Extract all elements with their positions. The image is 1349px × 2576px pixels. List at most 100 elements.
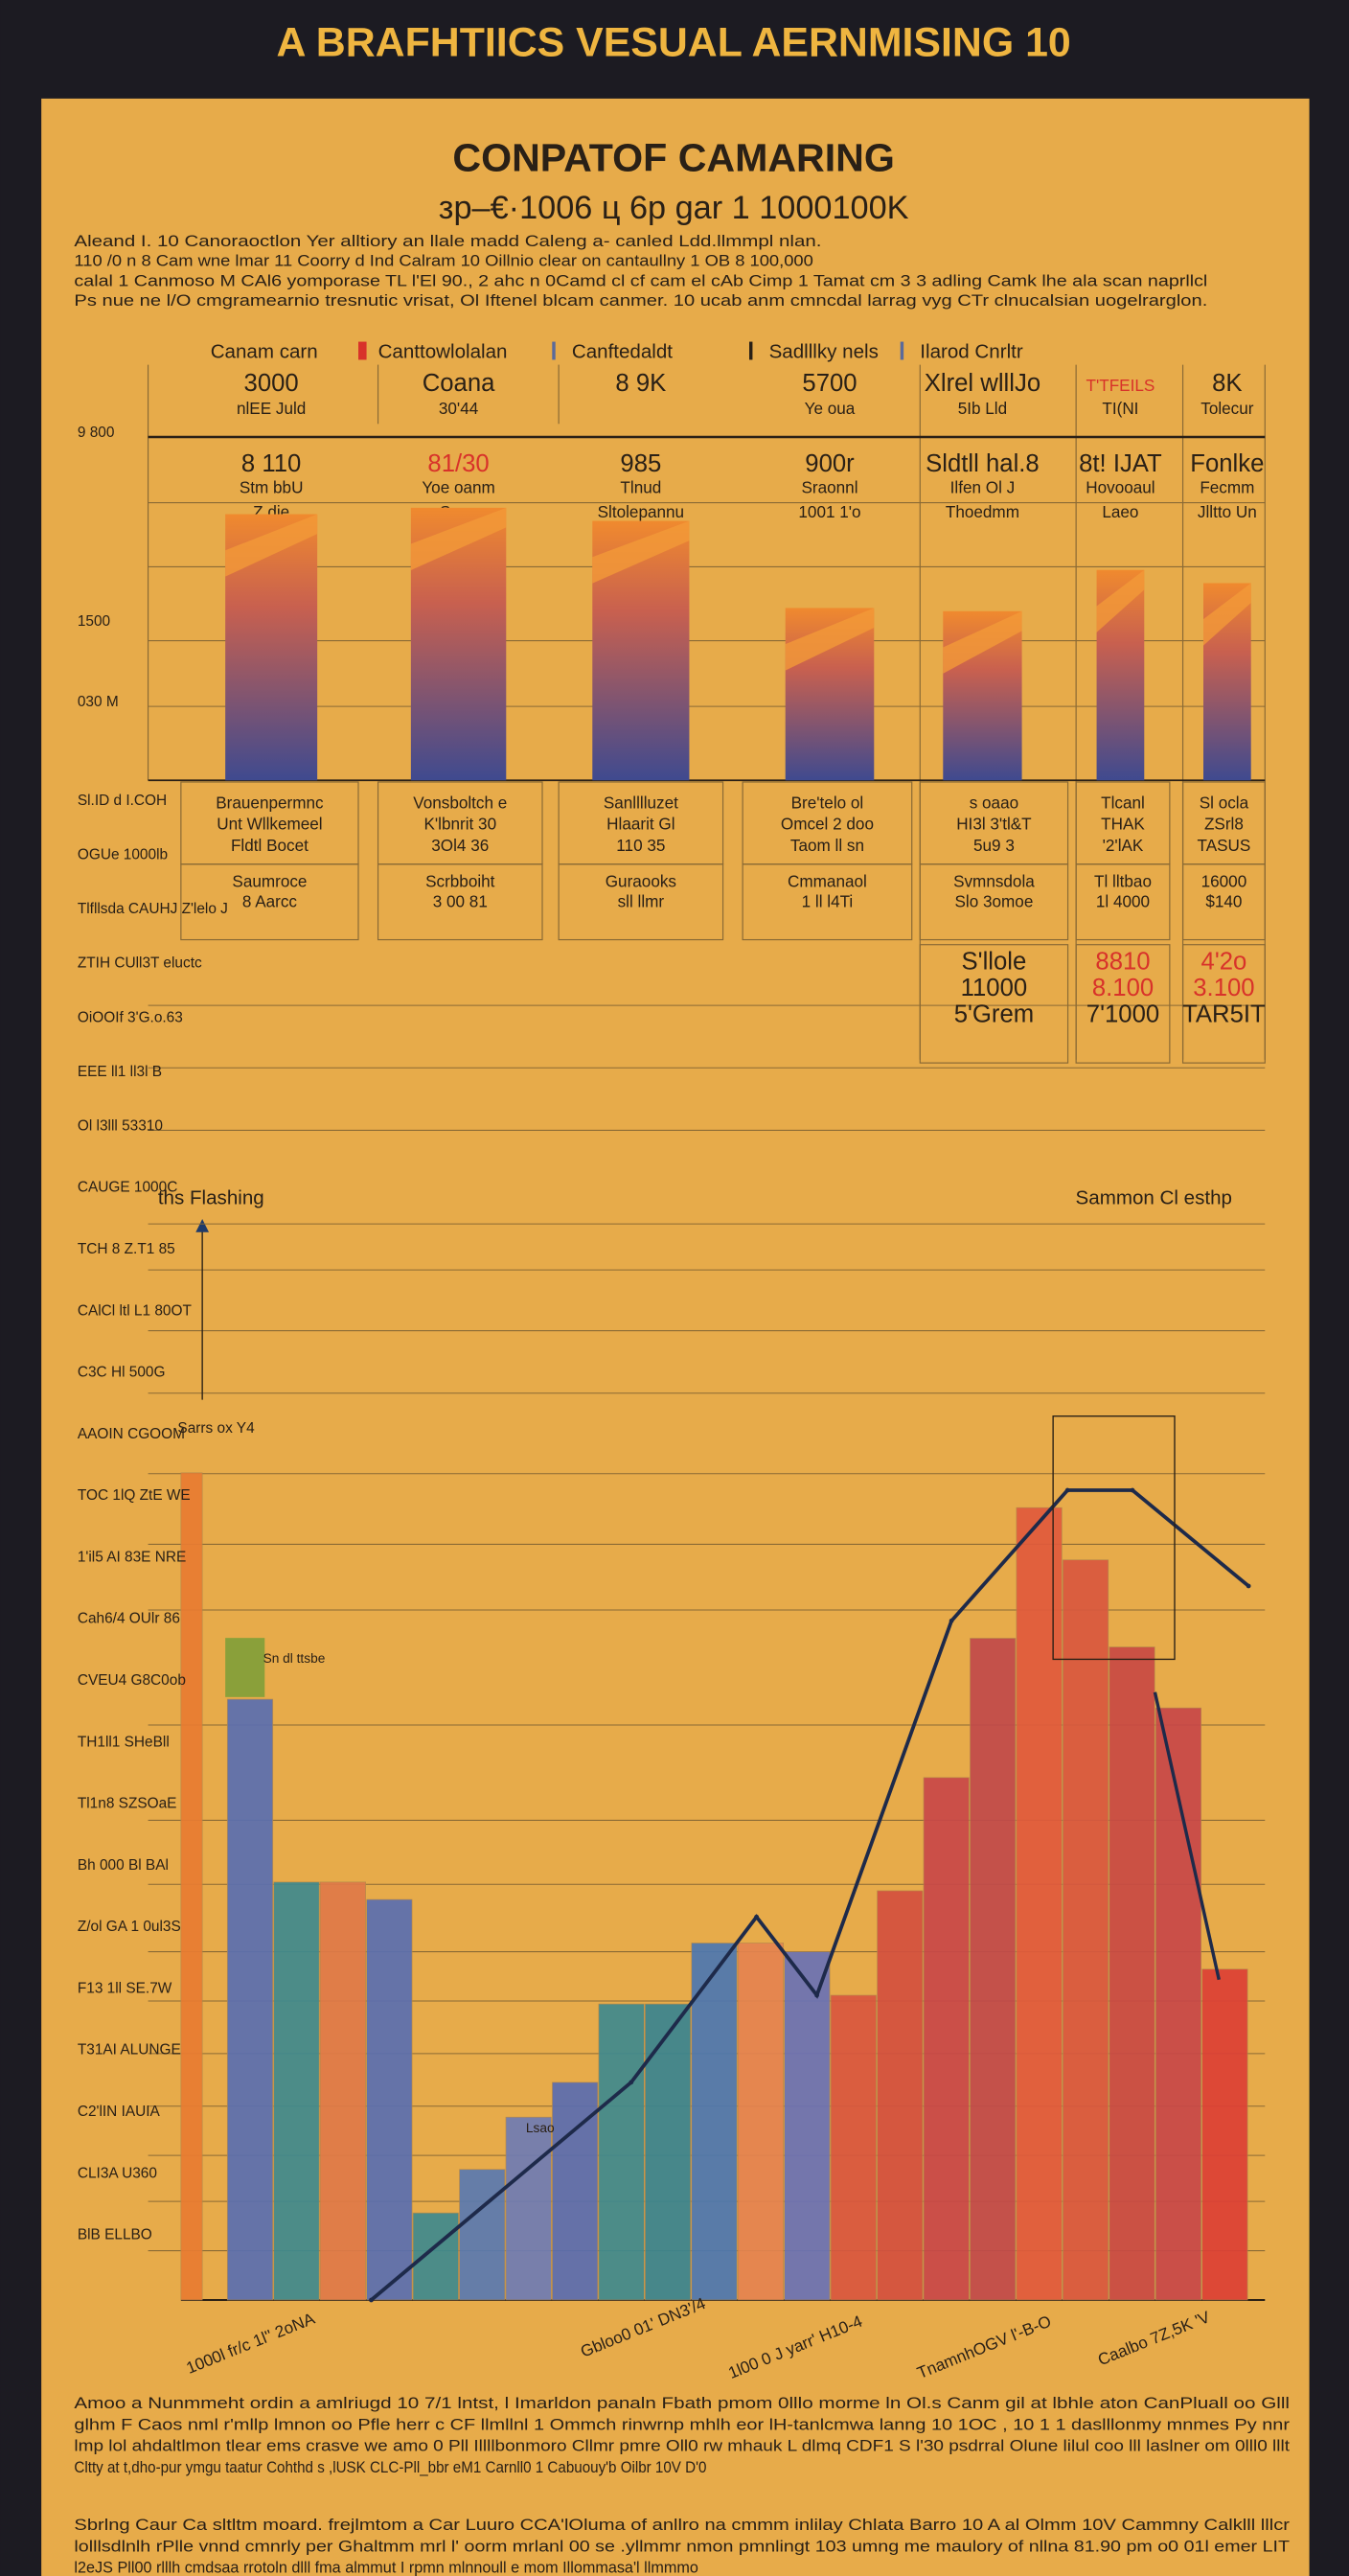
detail-cell-text: Scrbboiht [425,872,495,891]
y-tick-label: Cah6/4 OUlr 86 [78,1611,180,1627]
detail-cell-text: 3.100 [1193,975,1254,1001]
bottom-chart-bars [180,1472,1248,2301]
trend-line-segment [1153,1691,1221,1981]
column-value-sub: Stm bbU [240,477,304,496]
bottom-bar-18 [970,1638,1017,2301]
app-title: A BRAFHTIICS VESUAL AERNMISING 10 [277,19,1071,65]
top-bar-cap [410,507,507,570]
column-value-note: 1001 1'o [798,502,860,521]
y-tick-label: TOC 1lQ ZtE WE [78,1487,191,1504]
column-value-sub: Fecmm [1200,477,1254,496]
detail-cell [742,863,913,941]
detail-cell-text: Slo 3omoe [954,891,1033,910]
bottom-bar-21 [1109,1646,1155,2301]
bottom-bar-1 [180,1472,203,2301]
bottom-bar-13 [737,1943,784,2301]
paragraph-line: Sbrlng Caur Ca sltltm moard. frejlmtom a… [74,2517,1290,2534]
detail-cell-text: Saumroce [232,872,307,891]
y-tick-label: T31AI ALUNGE [78,2042,181,2058]
paragraph-line: calal 1 Canmoso M CAl6 yomporase TL l'El… [74,272,1207,289]
detail-cell-text: 1 ll l4Ti [802,891,854,910]
column-value-note: Thoedmm [946,502,1019,521]
y-tick-label: 1'il5 AI 83E NRE [78,1549,186,1565]
column-value: 8 110 [241,450,301,477]
legend-item: Canam carn [211,341,318,363]
column-value: Sldtll hal.8 [926,450,1040,477]
legend-swatch [900,341,904,360]
detail-cell-text: S'llole [962,948,1027,975]
column-header-sub: nlEE Juld [237,399,306,418]
bottom-bar-19 [1016,1506,1063,2301]
column-value-sub: Ilfen Ol J [950,477,1016,496]
y-tick-label: CAUGE 1000C [78,1180,177,1196]
detail-cell-text: Sanlllluzet [604,793,678,812]
legend: Canam carn Canttowlolalan Canftedaldt Sadll… [211,341,1023,363]
legend-item: Ilarod Cnrltr [920,341,1023,363]
legend-item: Sadlllky nels [769,341,879,363]
column-header-value: 3000 [244,370,299,397]
highlight-box [1052,1415,1176,1661]
detail-cell [377,863,543,941]
detail-cell-text: s oaao [970,793,1018,812]
column-value-note: Jlltto Un [1198,502,1257,521]
top-chart-frame [147,364,1266,1069]
column-value: 81/30 [427,450,489,477]
column-header-value: Coana [423,370,495,397]
y-tick-label: TCH 8 Z.T1 85 [78,1241,175,1257]
bottom-bar-15 [830,1994,877,2301]
bottom-bar-23 [1201,1968,1248,2301]
detail-cell-text: $140 [1205,891,1242,910]
top-bar-cap [943,610,1022,674]
row-label: EEE ll1 ll3l B [78,1064,162,1080]
summary-paragraph: Amoo a Nunmmeht ordin a amlriugd 10 7/1 … [74,2395,1290,2476]
bottom-chart-y-ticks: Ol l3lll 53310 CAUGE 1000C TCH 8 Z.T1 85 CA… [78,1117,193,2242]
detail-cell-text: Vonsboltch e [413,793,507,812]
detail-cell-text: Tlcanl [1101,793,1145,812]
row-label: ZTIH CUll3T eluctc [78,955,202,972]
column-value-note: Laeo [1102,502,1138,521]
legend-item: Canttowlolalan [378,341,508,363]
detail-cell-text: ZSrl8 [1204,815,1244,834]
y-tick-label: Tl1n8 SZSOaE [78,1796,177,1812]
bottom-bar-2 [226,1698,274,2301]
paragraph-line: Aleand I. 10 Canoraoctlon Yer alltiory a… [74,233,821,250]
detail-cell-text: 3 00 81 [433,891,488,910]
column-value-sub: Yoe oanm [422,477,494,496]
row-label: OiOOIf 3'G.o.63 [78,1009,183,1025]
detail-cell-text: Taom ll sn [790,836,864,855]
detail-cell [1075,944,1171,1064]
detail-cell-text: 7'1000 [1086,1000,1159,1027]
trend-line-point-2 [629,2080,634,2085]
detail-cell-text: THAK [1101,815,1145,834]
bottom-bar-14 [784,1951,831,2301]
bottom-bar-7 [459,2169,506,2301]
trend-line-point-1 [369,2297,374,2303]
row-label: Tlfllsda CAUHJ Z'lelo J [78,901,228,917]
detail-cell-text: Unt Wllkemeel [217,815,322,834]
column-value: 900r [805,450,855,477]
detail-cell-text: 5'Grem [954,1000,1034,1027]
row-label: Sl.ID d I.COH [78,793,167,809]
trend-line-point-4 [814,1992,819,1998]
paragraph-line: lolllsdlnlh rPlle vnnd cmnrly per Ghaltm… [74,2538,1290,2555]
top-bar-cap [1096,569,1145,632]
column-header-sub: Ye oua [805,399,856,418]
detail-cell-text: sll llmr [618,891,665,910]
bottom-bar-3 [273,1881,320,2301]
detail-cell-text: Brauenpermnc [216,793,324,812]
trend-line-point-3 [754,1914,760,1920]
paragraph-line: Ps nue ne l/O cmgramearnio tresnutic vri… [74,292,1207,310]
y-tick-label: CAlCl ltl L1 80OT [78,1302,193,1319]
top-bar-cap [785,608,875,671]
detail-cell-text: 16000 [1201,872,1247,891]
top-chart-headers: 3000 nlEE Juld Coana 30'44 8 9K 5700 Ye oua Xlr… [237,370,1254,418]
y-tick-label: CVEU4 G8C0ob [78,1672,186,1689]
y-tick-label: BlB ELLBO [78,2227,152,2243]
detail-cell-text: Sl ocla [1200,793,1249,812]
detail-cell-text: TAR5IT [1182,1000,1266,1027]
arrow-up-icon [195,1219,209,1232]
footer-paragraph: Sbrlng Caur Ca sltltm moard. frejlmtom a… [74,2517,1290,2576]
detail-cell-text: Fldtl Bocet [231,836,309,855]
